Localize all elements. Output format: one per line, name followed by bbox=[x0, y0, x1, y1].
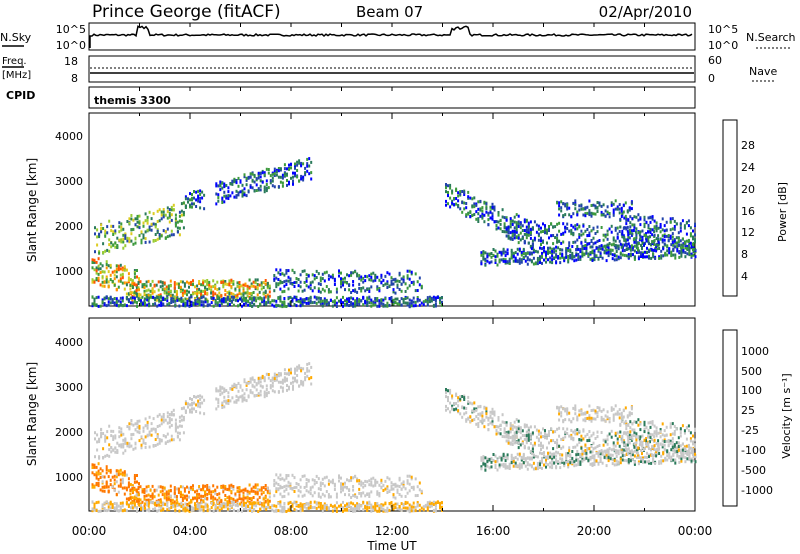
nsearch-tick-high: 10^5 bbox=[708, 23, 738, 36]
power-cbtick-8: 8 bbox=[741, 248, 748, 261]
vel-ytick-4000: 4000 bbox=[55, 336, 83, 349]
cpid-value: themis 3300 bbox=[94, 94, 171, 107]
power-colorbar bbox=[722, 119, 738, 297]
nsky-label: N.Sky bbox=[0, 31, 32, 44]
x-axis-labels: 00:00 04:00 08:00 12:00 16:00 20:00 00:0… bbox=[72, 524, 713, 538]
xtick-0000: 00:00 bbox=[72, 524, 107, 538]
power-colorbar-label: Power [dB] bbox=[776, 182, 789, 242]
xtick-0400: 04:00 bbox=[173, 524, 208, 538]
freq-unit: [MHz] bbox=[2, 70, 31, 81]
date-label: 02/Apr/2010 bbox=[599, 3, 692, 21]
nsky-panel-frame bbox=[88, 22, 696, 51]
power-ytick-3000: 3000 bbox=[55, 175, 83, 188]
x-axis-label: Time UT bbox=[366, 539, 417, 553]
power-y-ticks: 4000 3000 2000 1000 bbox=[55, 130, 83, 278]
xtick-1600: 16:00 bbox=[476, 524, 511, 538]
nsky-trace bbox=[89, 25, 693, 48]
velocity-colorbar-ticks: 1000 500 100 25 -25 -100 -500 -1000 bbox=[741, 345, 773, 497]
velocity-ylabel: Slant Range [km] bbox=[25, 362, 39, 466]
velocity-heatmap-cells bbox=[91, 362, 697, 514]
power-ytick-2000: 2000 bbox=[55, 220, 83, 233]
velocity-colorbar bbox=[722, 329, 738, 507]
velocity-y-ticks: 4000 3000 2000 1000 bbox=[55, 336, 83, 484]
power-ytick-4000: 4000 bbox=[55, 130, 83, 143]
vel-cbtick-m25: -25 bbox=[741, 424, 759, 437]
vel-cbtick-500: 500 bbox=[741, 365, 762, 378]
power-cbtick-28: 28 bbox=[741, 139, 755, 152]
vel-cbtick-m500: -500 bbox=[741, 464, 766, 477]
power-colorbar-ticks: 28 24 20 16 12 8 4 bbox=[741, 139, 755, 283]
power-panel-frame bbox=[88, 112, 696, 307]
nsky-tick-high: 10^5 bbox=[56, 23, 86, 36]
x-axis-ticks bbox=[88, 23, 696, 511]
vel-ytick-3000: 3000 bbox=[55, 381, 83, 394]
station-title: Prince George (fitACF) bbox=[92, 2, 281, 22]
nave-label: Nave bbox=[749, 65, 777, 78]
freq-panel-frame bbox=[88, 55, 696, 83]
beam-label: Beam 07 bbox=[356, 3, 423, 21]
power-cbtick-16: 16 bbox=[741, 205, 755, 218]
vel-cbtick-100: 100 bbox=[741, 384, 762, 397]
nsky-tick-low: 10^0 bbox=[56, 39, 86, 52]
vel-ytick-1000: 1000 bbox=[55, 471, 83, 484]
power-heatmap-cells bbox=[91, 157, 697, 309]
freq-tick-high: 18 bbox=[64, 55, 78, 68]
vel-cbtick-25: 25 bbox=[741, 404, 755, 417]
power-cbtick-12: 12 bbox=[741, 226, 755, 239]
power-cbtick-24: 24 bbox=[741, 161, 755, 174]
nsearch-label: N.Search bbox=[746, 31, 796, 44]
power-ylabel: Slant Range [km] bbox=[25, 158, 39, 262]
freq-label: Freq. bbox=[2, 56, 27, 67]
vel-cbtick-1000: 1000 bbox=[741, 345, 769, 358]
xtick-1200: 12:00 bbox=[375, 524, 410, 538]
power-cbtick-4: 4 bbox=[741, 270, 748, 283]
nave-tick-low: 0 bbox=[708, 72, 715, 85]
power-ytick-1000: 1000 bbox=[55, 265, 83, 278]
velocity-colorbar-label: Velocity [m s⁻¹] bbox=[780, 373, 793, 458]
velocity-panel-frame bbox=[88, 317, 696, 512]
cpid-label: CPID bbox=[6, 89, 35, 102]
xtick-0800: 08:00 bbox=[274, 524, 309, 538]
nave-tick-high: 60 bbox=[708, 54, 722, 67]
vel-cbtick-m1000: -1000 bbox=[741, 484, 773, 497]
nsearch-tick-low: 10^0 bbox=[708, 39, 738, 52]
xtick-2000: 20:00 bbox=[577, 524, 612, 538]
power-cbtick-20: 20 bbox=[741, 183, 755, 196]
vel-ytick-2000: 2000 bbox=[55, 426, 83, 439]
xtick-2400: 00:00 bbox=[678, 524, 713, 538]
vel-cbtick-m100: -100 bbox=[741, 444, 766, 457]
freq-tick-low: 8 bbox=[71, 72, 78, 85]
